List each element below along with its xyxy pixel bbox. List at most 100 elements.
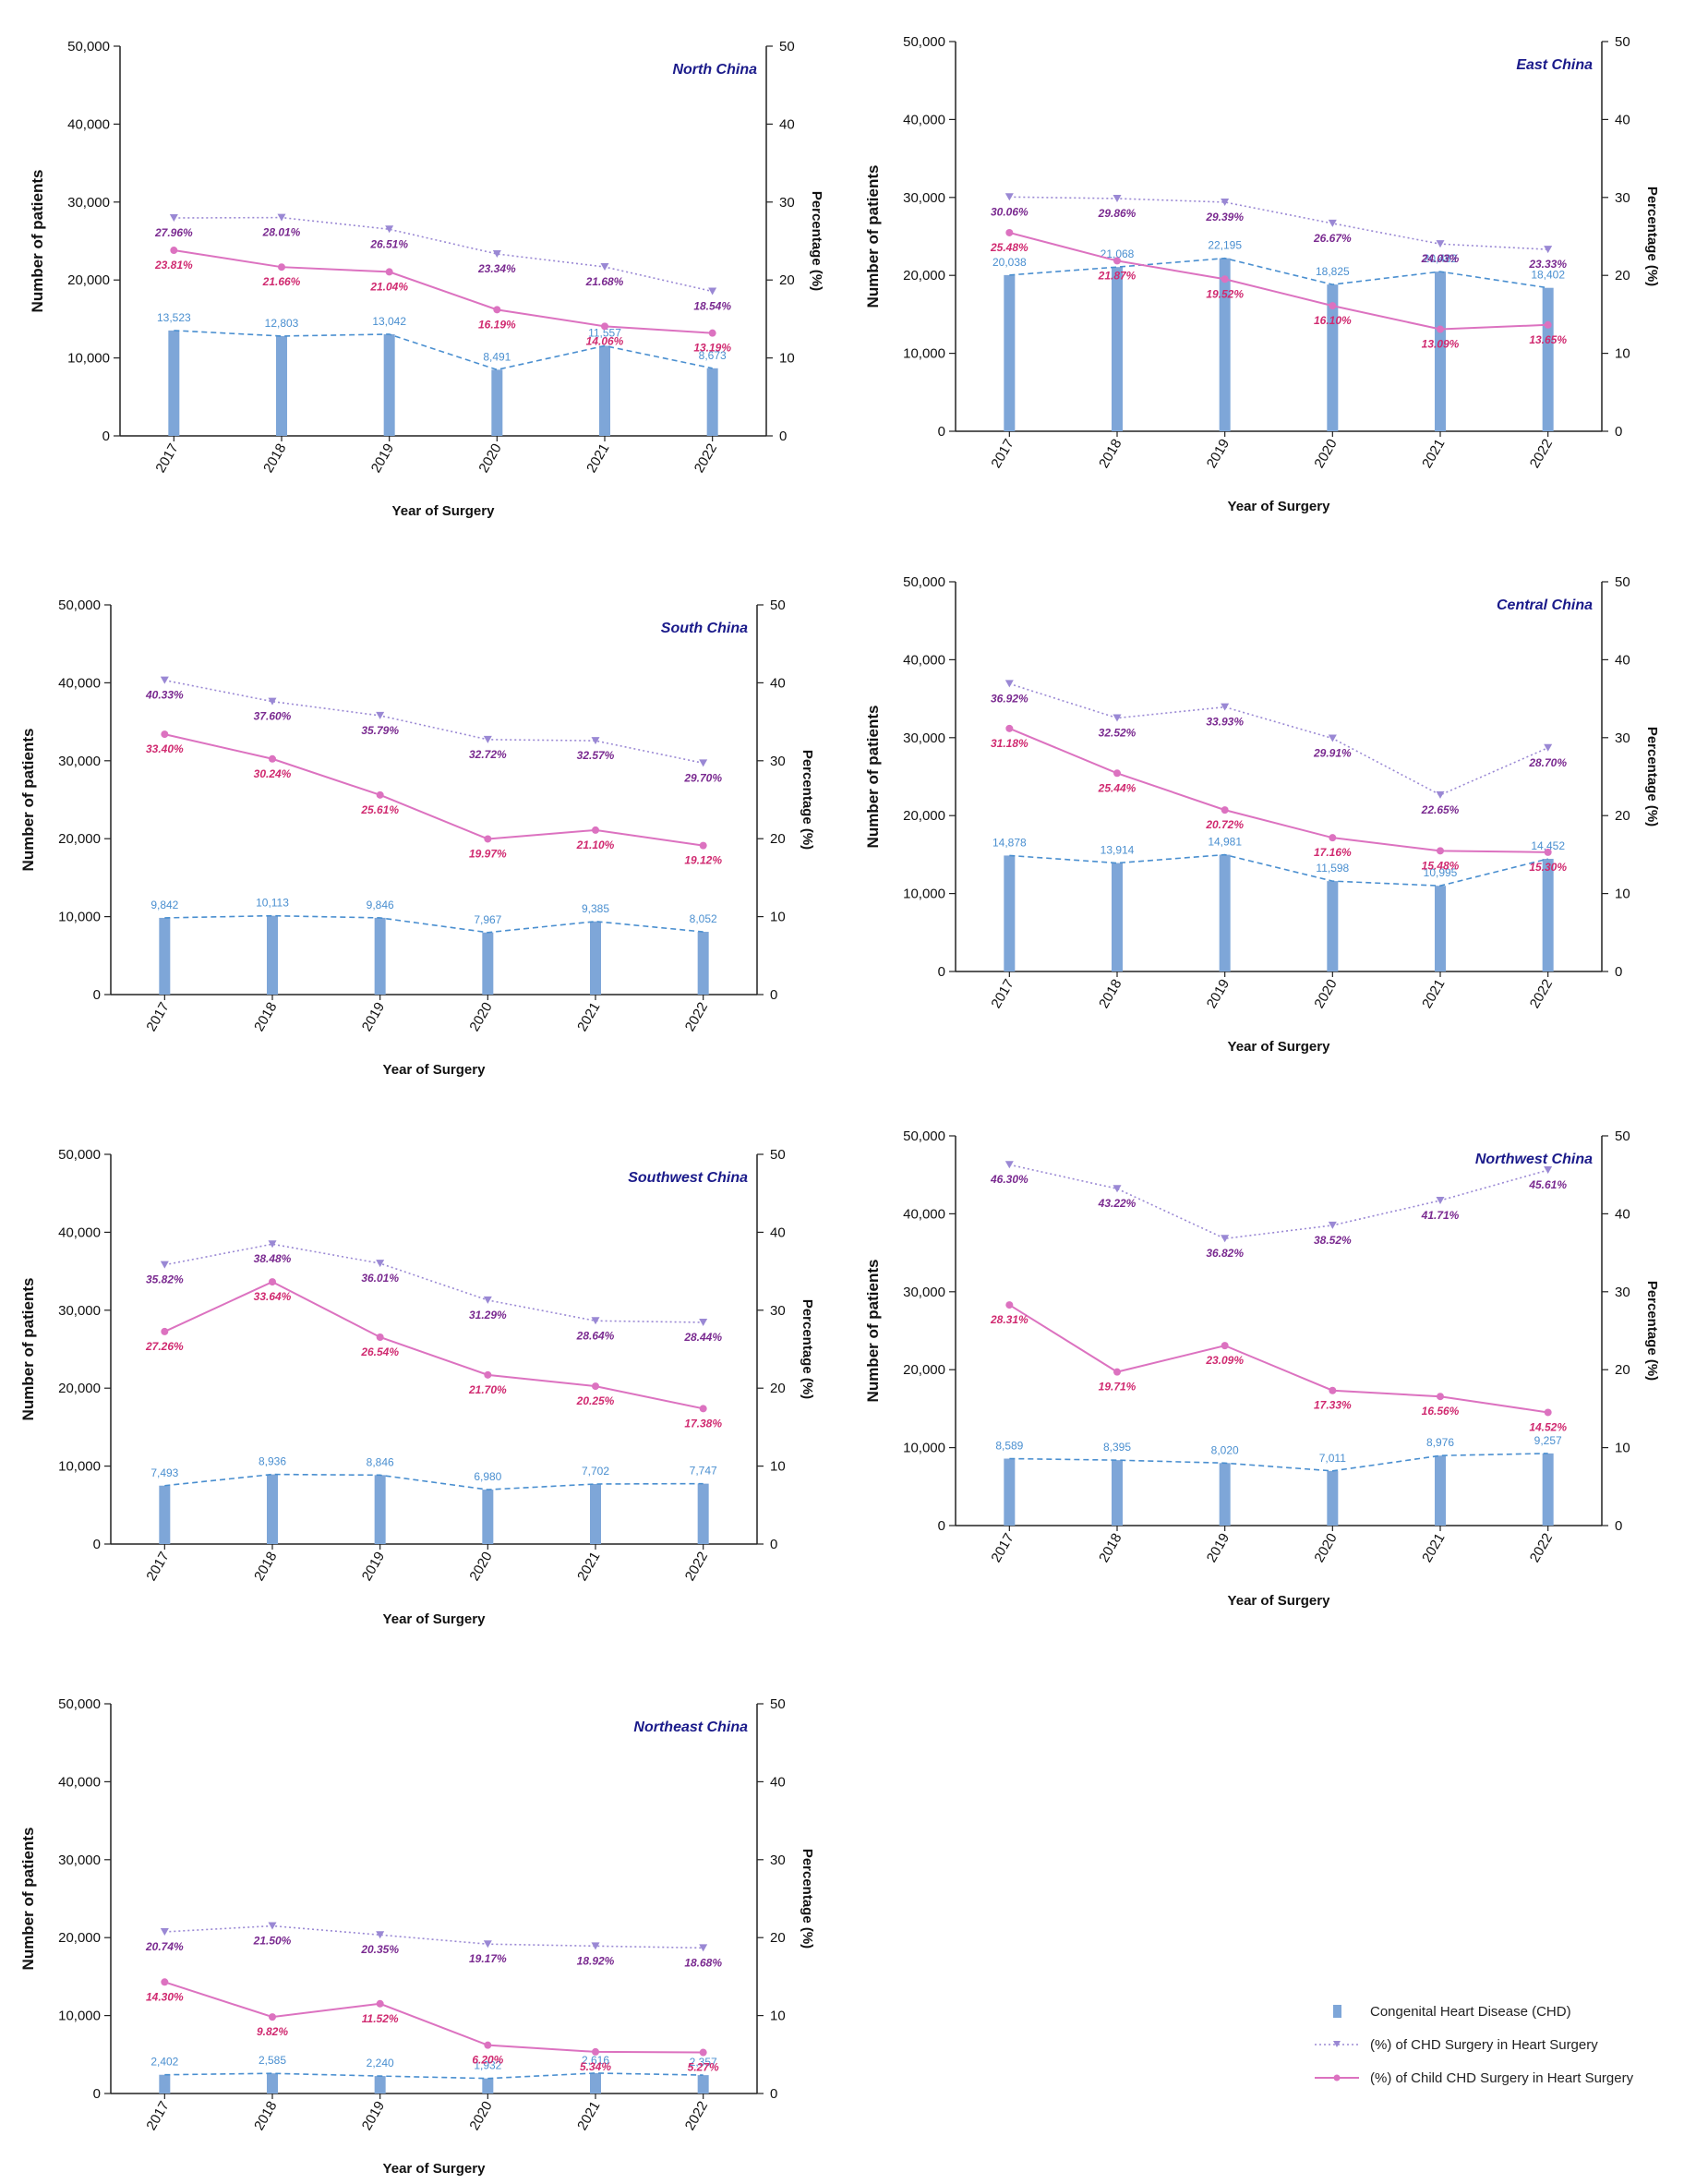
right-y-tick-label: 40 [1615,1206,1630,1222]
right-y-tick-label: 0 [1615,424,1622,440]
right-y-tick-label: 0 [770,987,777,1003]
chd-pct-line [174,216,713,293]
child-pct-circle-marker [493,306,501,314]
child-pct-data-label: 21.66% [262,275,301,288]
child-pct-circle-marker [1221,806,1229,814]
left-y-tick-label: 50,000 [903,574,945,590]
right-y-tick-label: 10 [770,2009,786,2024]
legend-triangle-line-swatch [1315,2041,1359,2047]
child-pct-data-label: 5.34% [580,2060,611,2073]
left-y-tick-label: 0 [93,987,101,1003]
x-tick-label: 2018 [1096,437,1125,471]
x-tick-label: 2022 [1527,977,1556,1011]
chd-pct-data-label: 32.72% [469,748,507,761]
child-pct-data-label: 25.61% [360,803,399,816]
chd-bar-data-label: 13,042 [372,315,406,328]
child-pct-circle-marker [484,1370,492,1379]
left-y-tick-label: 50,000 [58,1147,101,1163]
x-tick-label: 2018 [260,441,289,476]
right-y-tick-label: 40 [770,1225,786,1240]
child-pct-circle-marker [376,1999,384,2008]
region-title: Northeast China [633,1719,748,1735]
chd-pct-triangle-marker [160,1927,169,1936]
chd-pct-data-label: 26.67% [1313,232,1352,245]
x-tick-label: 2022 [1527,437,1556,471]
chd-bar-data-label: 18,402 [1531,269,1565,282]
x-tick-label: 2021 [574,1550,603,1584]
chd-pct-triangle-marker [1113,714,1122,722]
x-tick-label: 2021 [1419,437,1448,471]
child-pct-data-label: 16.10% [1314,314,1352,327]
chd-bar-data-label: 12,803 [265,317,299,330]
left-y-tick-label: 40,000 [58,1774,101,1790]
legend-label-chd: Congenital Heart Disease (CHD) [1370,2003,1571,2020]
x-tick-label: 2017 [143,1000,172,1034]
left-y-tick-label: 30,000 [903,190,945,206]
chd-pct-data-label: 19.17% [469,1952,507,1965]
chd-pct-data-label: 20.35% [360,1943,399,1956]
chd-bar [590,2072,601,2094]
right-y-tick-label: 40 [1615,112,1630,127]
child-pct-circle-marker [1544,1408,1552,1417]
chd-pct-triangle-marker [376,1931,385,1939]
child-pct-line [174,249,713,334]
x-tick-label: 2020 [1311,1531,1340,1565]
chd-pct-data-label: 28.64% [576,1329,615,1342]
chd-pct-data-label: 29.86% [1098,207,1137,220]
left-y-tick-label: 40,000 [58,675,101,691]
child-pct-data-label: 19.52% [1206,287,1244,300]
x-tick-label: 2019 [1204,437,1233,471]
chart-panel-north-china: 0 10,000 20,000 30,000 40,000 50,000 0 10 20 30 40… [9,9,840,526]
right-y-tick-label: 30 [770,1852,786,1868]
chd-pct-triangle-marker [1113,1185,1122,1193]
chd-bar [1435,1455,1446,1526]
chd-pct-triangle-marker [483,735,492,743]
child-pct-data-label: 14.30% [146,1990,184,2003]
chd-pct-data-label: 18.68% [684,1956,722,1969]
left-y-tick-label: 20,000 [67,272,110,288]
child-pct-line [164,733,704,847]
child-pct-circle-marker [376,1333,384,1342]
child-pct-data-label: 26.54% [360,1345,399,1358]
chd-bar-data-label: 10,995 [1424,866,1458,879]
right-y-tick-label: 30 [770,1303,786,1319]
chd-pct-line [164,1925,704,1949]
child-pct-circle-marker [592,826,599,834]
left-y-tick-label: 40,000 [903,1206,945,1222]
child-pct-data-label: 19.71% [1099,1381,1137,1394]
chd-pct-data-label: 46.30% [990,1173,1028,1186]
chd-pct-triangle-marker [1328,734,1337,742]
left-y-axis-title: Number of patients [864,1260,882,1403]
chd-bar-data-label: 2,585 [259,2054,286,2067]
region-title: Northwest China [1475,1152,1593,1167]
child-pct-circle-marker [385,268,393,276]
chart-panel-northeast-china: 0 10,000 20,000 30,000 40,000 50,000 0 10 20 30 40… [0,1667,831,2184]
chd-bar [1112,863,1123,971]
chd-pct-data-label: 40.33% [145,689,184,702]
child-pct-data-label: 21.04% [369,280,408,293]
child-pct-data-label: 17.38% [684,1417,722,1430]
chd-pct-data-label: 32.57% [577,749,615,762]
right-y-tick-label: 50 [770,597,786,613]
right-y-tick-label: 50 [770,1147,786,1163]
child-pct-circle-marker [484,835,492,843]
chd-bar-data-label: 1,932 [474,2059,501,2072]
x-axis-title: Year of Surgery [1228,499,1331,514]
left-y-tick-label: 50,000 [903,1128,945,1144]
chd-bar-data-label: 2,616 [582,2054,609,2067]
child-pct-circle-marker [1329,302,1337,310]
chd-bar [1327,881,1339,971]
chart-panel-south-china: 0 10,000 20,000 30,000 40,000 50,000 0 10 20 30 40… [0,568,831,1085]
right-y-tick-label: 10 [770,1459,786,1475]
child-pct-circle-marker [161,730,169,739]
left-y-tick-label: 30,000 [903,1285,945,1300]
chd-pct-data-label: 32.52% [1099,727,1137,740]
left-y-axis-title: Number of patients [19,1278,37,1421]
left-y-tick-label: 40,000 [58,1225,101,1240]
legend-label-child-pct: (%) of Child CHD Surgery in Heart Surger… [1370,2069,1634,2086]
chd-bar [1004,855,1016,971]
x-tick-label: 2022 [682,1550,711,1584]
chd-bar [383,333,395,436]
right-y-axis-title: Percentage (%) [800,1849,815,1949]
chd-pct-triangle-marker [1328,1221,1337,1229]
